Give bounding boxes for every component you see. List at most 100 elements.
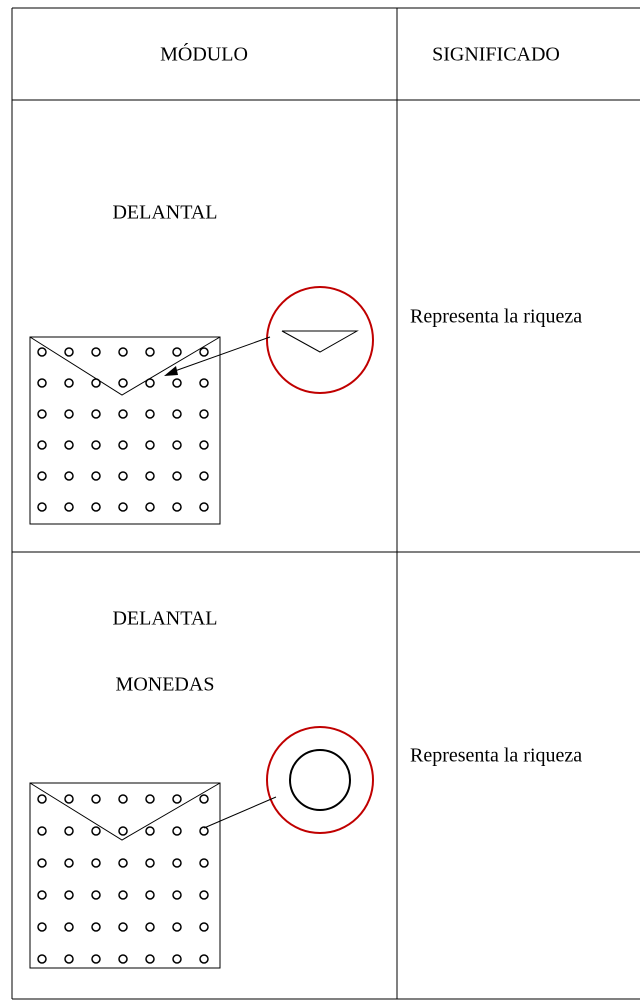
dot <box>172 471 182 481</box>
dot <box>91 794 101 804</box>
dot <box>91 440 101 450</box>
dot <box>172 409 182 419</box>
dot <box>91 409 101 419</box>
dot <box>172 922 182 932</box>
apron-dots <box>37 794 209 964</box>
dot <box>145 347 155 357</box>
dot <box>199 858 209 868</box>
dot <box>145 890 155 900</box>
dot <box>91 378 101 388</box>
dot <box>118 858 128 868</box>
dot <box>199 826 209 836</box>
dot <box>64 954 74 964</box>
dot <box>199 502 209 512</box>
dot <box>172 890 182 900</box>
dot <box>172 440 182 450</box>
dot <box>172 826 182 836</box>
flap-detail <box>281 330 359 353</box>
dot <box>91 471 101 481</box>
column-header: SIGNIFICADO <box>432 44 560 66</box>
module-label: MONEDAS <box>116 674 215 696</box>
magnifier-circle <box>266 726 374 834</box>
dot <box>64 858 74 868</box>
dot <box>145 409 155 419</box>
dot <box>145 440 155 450</box>
dot <box>118 409 128 419</box>
dot <box>91 347 101 357</box>
module-label: DELANTAL <box>112 202 217 224</box>
dot <box>91 890 101 900</box>
dot <box>145 858 155 868</box>
dot <box>172 794 182 804</box>
dot <box>172 378 182 388</box>
apron <box>29 782 221 969</box>
dot <box>118 347 128 357</box>
dot <box>172 502 182 512</box>
dot <box>199 890 209 900</box>
dot <box>37 794 47 804</box>
dot <box>199 471 209 481</box>
dot <box>118 471 128 481</box>
apron-illustration <box>29 726 374 969</box>
dot <box>145 826 155 836</box>
apron <box>29 336 221 525</box>
dot <box>145 502 155 512</box>
dot <box>199 409 209 419</box>
dot <box>118 502 128 512</box>
dot <box>118 378 128 388</box>
dot <box>37 440 47 450</box>
dot <box>118 954 128 964</box>
dot <box>64 826 74 836</box>
dot <box>64 347 74 357</box>
dot <box>91 954 101 964</box>
dot <box>199 347 209 357</box>
dot <box>118 794 128 804</box>
dot <box>118 922 128 932</box>
dot <box>145 954 155 964</box>
dot <box>37 954 47 964</box>
dot <box>64 502 74 512</box>
dot <box>172 858 182 868</box>
apron-flap <box>29 336 221 396</box>
dot <box>64 378 74 388</box>
dot <box>37 502 47 512</box>
meaning-text: Representa la riqueza <box>410 745 582 767</box>
dot <box>64 794 74 804</box>
dot <box>91 858 101 868</box>
module-label: DELANTAL <box>112 608 217 630</box>
dot <box>172 347 182 357</box>
dot <box>37 378 47 388</box>
dot <box>64 440 74 450</box>
dot <box>199 378 209 388</box>
dot <box>145 922 155 932</box>
dot <box>145 471 155 481</box>
apron-dots <box>37 347 209 512</box>
dot <box>145 378 155 388</box>
dot <box>172 954 182 964</box>
dot <box>91 826 101 836</box>
dot <box>64 890 74 900</box>
dot <box>37 826 47 836</box>
dot <box>199 794 209 804</box>
dot <box>118 890 128 900</box>
column-header: MÓDULO <box>160 42 248 66</box>
apron-illustration <box>29 286 374 525</box>
magnifier-circle <box>266 286 374 394</box>
dot <box>64 922 74 932</box>
dot <box>37 890 47 900</box>
coin-detail <box>289 749 351 811</box>
dot <box>199 922 209 932</box>
dot <box>37 858 47 868</box>
dot <box>199 440 209 450</box>
dot <box>118 440 128 450</box>
dot <box>37 409 47 419</box>
dot <box>118 826 128 836</box>
dot <box>64 409 74 419</box>
pointer-line <box>171 336 271 373</box>
meaning-text: Representa la riqueza <box>410 306 582 328</box>
dot <box>145 794 155 804</box>
dot <box>37 347 47 357</box>
dot <box>199 954 209 964</box>
